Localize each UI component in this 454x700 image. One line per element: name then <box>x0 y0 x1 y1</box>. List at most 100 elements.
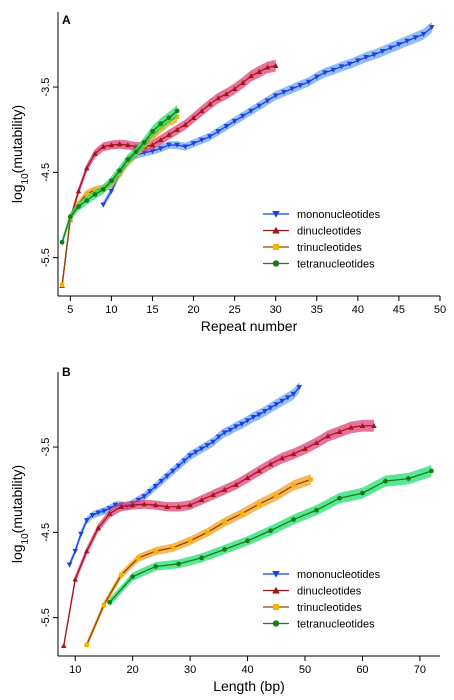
y-axis-title-part: (mutability) <box>9 105 25 173</box>
data-point-dinucleotides <box>313 439 320 446</box>
data-point-mononucleotides <box>204 443 211 449</box>
series-tetranucleotides <box>59 105 180 247</box>
data-point-mononucleotides <box>256 103 263 109</box>
series-dinucleotides <box>60 419 377 650</box>
data-point-dinucleotides <box>164 503 170 509</box>
data-point-trinucleotides <box>59 282 65 288</box>
data-point-dinucleotides <box>207 101 213 107</box>
data-point-mononucleotides <box>182 144 189 150</box>
data-point-mononucleotides <box>174 142 180 148</box>
data-point-mononucleotides <box>297 83 304 89</box>
data-point-mononucleotides <box>141 494 147 500</box>
data-point-trinucleotides <box>174 114 180 120</box>
data-point-tetranucleotides <box>337 495 342 501</box>
data-point-tetranucleotides <box>130 574 136 580</box>
data-point-dinucleotides <box>187 502 193 508</box>
data-point-mononucleotides <box>216 434 222 440</box>
data-point-dinucleotides <box>231 85 238 91</box>
data-point-tetranucleotides <box>429 468 434 474</box>
data-point-mononucleotides <box>164 473 170 479</box>
data-point-mononucleotides <box>346 61 353 67</box>
legend-marker-tetranucleotides <box>272 260 280 267</box>
data-point-tetranucleotides <box>84 198 90 203</box>
data-point-mononucleotides <box>181 458 188 464</box>
data-point-trinucleotides <box>118 572 124 578</box>
x-tick-label: 45 <box>393 304 405 316</box>
y-axis-title-subscript: 10 <box>20 533 31 545</box>
legend-label-mononucleotides: mononucleotides <box>297 209 381 221</box>
data-point-mononucleotides <box>210 439 216 445</box>
data-point-dinucleotides <box>248 73 254 79</box>
data-point-mononucleotides <box>420 31 427 37</box>
data-point-dinucleotides <box>336 428 343 434</box>
y-tick-label: -4.5 <box>40 163 52 182</box>
x-tick-label: 70 <box>414 664 426 676</box>
x-axis-title: Repeat number <box>201 318 298 334</box>
data-point-mononucleotides <box>227 427 234 433</box>
x-tick-label: 10 <box>69 664 81 676</box>
data-point-dinucleotides <box>240 79 246 86</box>
data-point-tetranucleotides <box>314 507 319 513</box>
data-point-mononucleotides <box>387 45 394 51</box>
data-point-mononucleotides <box>256 412 262 418</box>
data-point-mononucleotides <box>279 398 285 404</box>
x-tick-label: 15 <box>146 304 158 316</box>
y-axis-title-part: (mutability) <box>9 465 25 533</box>
data-point-tetranucleotides <box>67 214 73 220</box>
data-point-mononucleotides <box>175 463 182 469</box>
data-point-mononucleotides <box>83 518 90 524</box>
data-point-mononucleotides <box>281 89 287 95</box>
data-point-dinucleotides <box>118 503 124 509</box>
data-point-dinucleotides <box>279 455 285 461</box>
data-point-tetranucleotides <box>383 478 388 484</box>
data-point-tetranucleotides <box>92 192 98 197</box>
data-point-mononucleotides <box>267 405 274 411</box>
data-point-tetranucleotides <box>117 168 122 174</box>
data-point-dinucleotides <box>272 62 279 68</box>
legend-label-trinucleotides: trinucleotides <box>297 242 362 254</box>
data-point-tetranucleotides <box>166 115 172 121</box>
data-point-tetranucleotides <box>141 140 147 145</box>
x-tick-label: 30 <box>270 304 282 316</box>
legend-marker-trinucleotides <box>272 603 280 611</box>
data-point-dinucleotides <box>157 137 164 143</box>
data-point-mononucleotides <box>193 449 199 455</box>
x-tick-label: 35 <box>311 304 323 316</box>
data-point-mononucleotides <box>198 137 205 143</box>
data-point-tetranucleotides <box>268 528 273 534</box>
data-point-trinucleotides <box>239 511 245 516</box>
series-dinucleotides <box>59 59 279 290</box>
data-point-dinucleotides <box>83 165 90 171</box>
data-point-mononucleotides <box>66 562 73 568</box>
data-point-tetranucleotides <box>59 239 65 245</box>
data-point-tetranucleotides <box>158 121 164 127</box>
data-point-tetranucleotides <box>100 187 106 192</box>
series-band-dinucleotides <box>63 419 374 650</box>
data-point-dinucleotides <box>175 503 182 509</box>
series-band-tetranucleotides <box>62 105 178 247</box>
data-point-dinucleotides <box>244 474 251 480</box>
data-point-mononucleotides <box>95 510 102 516</box>
data-point-mononucleotides <box>157 146 164 152</box>
data-point-tetranucleotides <box>406 476 411 481</box>
data-point-mononucleotides <box>396 42 402 48</box>
y-tick-label: -5.5 <box>40 608 52 627</box>
data-point-trinucleotides <box>136 555 141 561</box>
data-point-dinucleotides <box>223 91 230 97</box>
panel-label: B <box>62 365 71 379</box>
data-point-mononucleotides <box>313 74 320 80</box>
data-point-mononucleotides <box>289 86 295 92</box>
data-point-tetranucleotides <box>199 555 204 561</box>
data-point-mononucleotides <box>240 113 246 119</box>
y-axis-title: log10(mutability) <box>9 105 31 203</box>
data-point-tetranucleotides <box>245 538 250 544</box>
data-point-dinucleotides <box>83 548 90 554</box>
data-point-tetranucleotides <box>133 149 139 155</box>
series-line-dinucleotides <box>63 425 374 646</box>
data-point-mononucleotides <box>231 118 238 124</box>
data-point-mononucleotides <box>187 453 193 459</box>
data-point-dinucleotides <box>215 95 221 101</box>
data-point-tetranucleotides <box>176 561 182 567</box>
series-line-tetranucleotides <box>109 470 432 603</box>
x-tick-label: 40 <box>352 304 364 316</box>
